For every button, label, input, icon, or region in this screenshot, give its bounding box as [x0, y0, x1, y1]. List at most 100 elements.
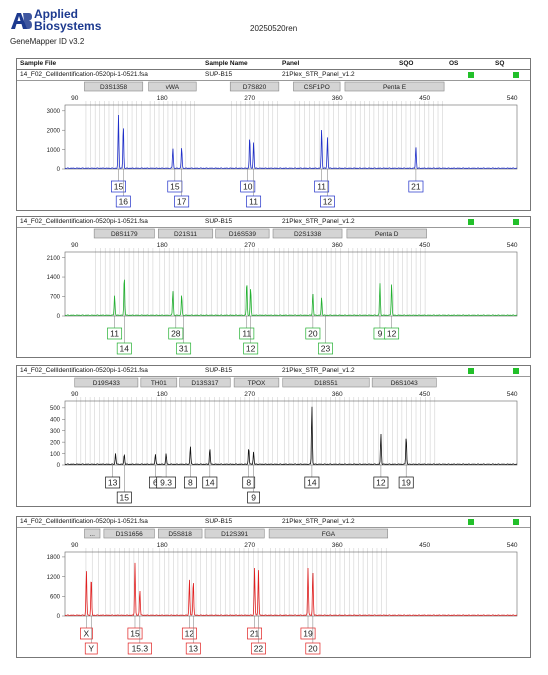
y-tick-label: 2100 — [47, 256, 61, 262]
y-tick-label: 300 — [50, 429, 61, 435]
y-tick-label: 1800 — [47, 555, 61, 561]
y-tick-label: 2000 — [47, 128, 61, 134]
allele-call-label: 15 — [114, 182, 124, 192]
x-tick-label: 540 — [507, 242, 518, 249]
allele-call-label: 13 — [189, 644, 199, 654]
marker-name: TPOX — [248, 380, 266, 387]
marker-name: D12S391 — [221, 531, 248, 538]
brand-name: Applied Biosystems — [34, 8, 101, 32]
allele-call-box — [314, 180, 330, 193]
marker-bin-box — [84, 81, 144, 92]
marker-name: D8S1179 — [111, 231, 138, 238]
trace-line — [64, 562, 518, 617]
marker-name: Penta E — [383, 84, 407, 91]
allele-call-box — [80, 627, 93, 640]
allele-call-label: 15 — [130, 629, 140, 639]
marker-bin-box — [344, 81, 445, 92]
report-header: Applied Biosystems GeneMapper ID v3.2 20… — [0, 0, 548, 56]
x-tick-label: 450 — [419, 95, 430, 102]
allele-call-label: X — [84, 629, 90, 639]
sample-name: SUP-B15 — [205, 71, 233, 78]
allele-call-label: 9.3 — [160, 478, 172, 488]
marker-bin-box — [148, 81, 197, 92]
x-tick-label: 450 — [419, 542, 430, 549]
marker-name: CSF1PO — [304, 84, 330, 91]
marker-bin-box — [215, 228, 270, 239]
marker-name: vWA — [166, 84, 180, 91]
x-tick-label: 90 — [71, 391, 79, 398]
allele-call-label: 8 — [188, 478, 193, 488]
allele-call-label: 11 — [242, 329, 251, 339]
allele-call-label: 22 — [254, 644, 264, 654]
allele-call-label: 19 — [303, 629, 313, 639]
allele-call-label: 9 — [378, 329, 383, 339]
x-tick-label: 540 — [507, 391, 518, 398]
allele-call-box — [300, 627, 316, 640]
panel-info-row: 14_F02_CellIdentification-0520pi-1-0521.… — [17, 217, 530, 228]
marker-bin-box — [93, 228, 155, 239]
allele-call-box — [116, 491, 132, 504]
y-tick-label: 1000 — [47, 148, 61, 154]
sample-file: 14_F02_CellIdentification-0520pi-1-0521.… — [20, 518, 148, 525]
allele-call-box — [111, 180, 126, 193]
os-status-indicator — [468, 219, 474, 225]
allele-call-box — [185, 642, 201, 655]
allele-call-box — [247, 491, 260, 504]
x-tick-label: 180 — [157, 95, 168, 102]
allele-call-box — [105, 476, 121, 489]
panel-info-row: 14_F02_CellIdentification-0520pi-1-0521.… — [17, 70, 530, 81]
allele-call-label: 28 — [171, 329, 181, 339]
x-tick-label: 360 — [332, 542, 343, 549]
x-tick-label: 90 — [71, 95, 79, 102]
allele-call-box — [127, 627, 143, 640]
trace-line — [64, 114, 518, 170]
header-sample-file: Sample File — [20, 60, 57, 67]
plot-frame — [64, 251, 518, 317]
panel-name: 21Plex_STR_Panel_v1.2 — [282, 367, 355, 374]
trace-line — [64, 279, 518, 317]
applied-biosystems-logo — [11, 13, 32, 29]
allele-call-label: Y — [88, 644, 94, 654]
sample-name: SUP-B15 — [205, 518, 233, 525]
allele-call-label: 15 — [170, 182, 180, 192]
marker-bin-box — [293, 81, 341, 92]
plot-frame — [64, 104, 518, 170]
allele-call-label: 11 — [317, 182, 326, 192]
os-status-indicator — [468, 72, 474, 78]
allele-call-box — [242, 476, 256, 489]
electropherogram-panel-black: 14_F02_CellIdentification-0520pi-1-0521.… — [16, 365, 531, 507]
sq-status-indicator — [513, 72, 519, 78]
os-status-indicator — [468, 519, 474, 525]
x-tick-label: 90 — [71, 542, 79, 549]
marker-bin-box — [74, 377, 139, 388]
header-sqo: SQO — [399, 60, 414, 67]
marker-bin-box — [346, 228, 427, 239]
marker-name: D21S11 — [174, 231, 197, 238]
marker-name: TH01 — [151, 380, 167, 387]
allele-call-box — [174, 195, 190, 208]
marker-name: D5S818 — [168, 531, 192, 538]
allele-call-box — [305, 642, 321, 655]
header-sq: SQ — [495, 60, 505, 67]
allele-call-box — [202, 476, 218, 489]
marker-name: D3S1358 — [100, 84, 127, 91]
marker-name: FGA — [322, 531, 336, 538]
sq-status-indicator — [513, 519, 519, 525]
y-tick-label: 100 — [50, 452, 61, 458]
allele-call-box — [168, 327, 184, 340]
allele-call-label: 14 — [205, 478, 215, 488]
sample-file: 14_F02_CellIdentification-0520pi-1-0521.… — [20, 71, 148, 78]
allele-call-box — [107, 327, 123, 340]
marker-bin-box — [282, 377, 370, 388]
sample-name: SUP-B15 — [205, 367, 233, 374]
header-panel: Panel — [282, 60, 300, 67]
marker-bin-box — [371, 377, 437, 388]
marker-bin-box — [233, 377, 280, 388]
marker-bin-box — [84, 528, 101, 539]
y-tick-label: 0 — [57, 167, 61, 173]
marker-name: D18S51 — [314, 380, 338, 387]
electropherogram-green: D8S1179 D21S11 D16S539 D2S1338 Penta D90 180 2… — [47, 228, 518, 355]
x-tick-label: 360 — [332, 242, 343, 249]
allele-call-label: 11 — [110, 329, 119, 339]
marker-name: ... — [90, 531, 96, 538]
